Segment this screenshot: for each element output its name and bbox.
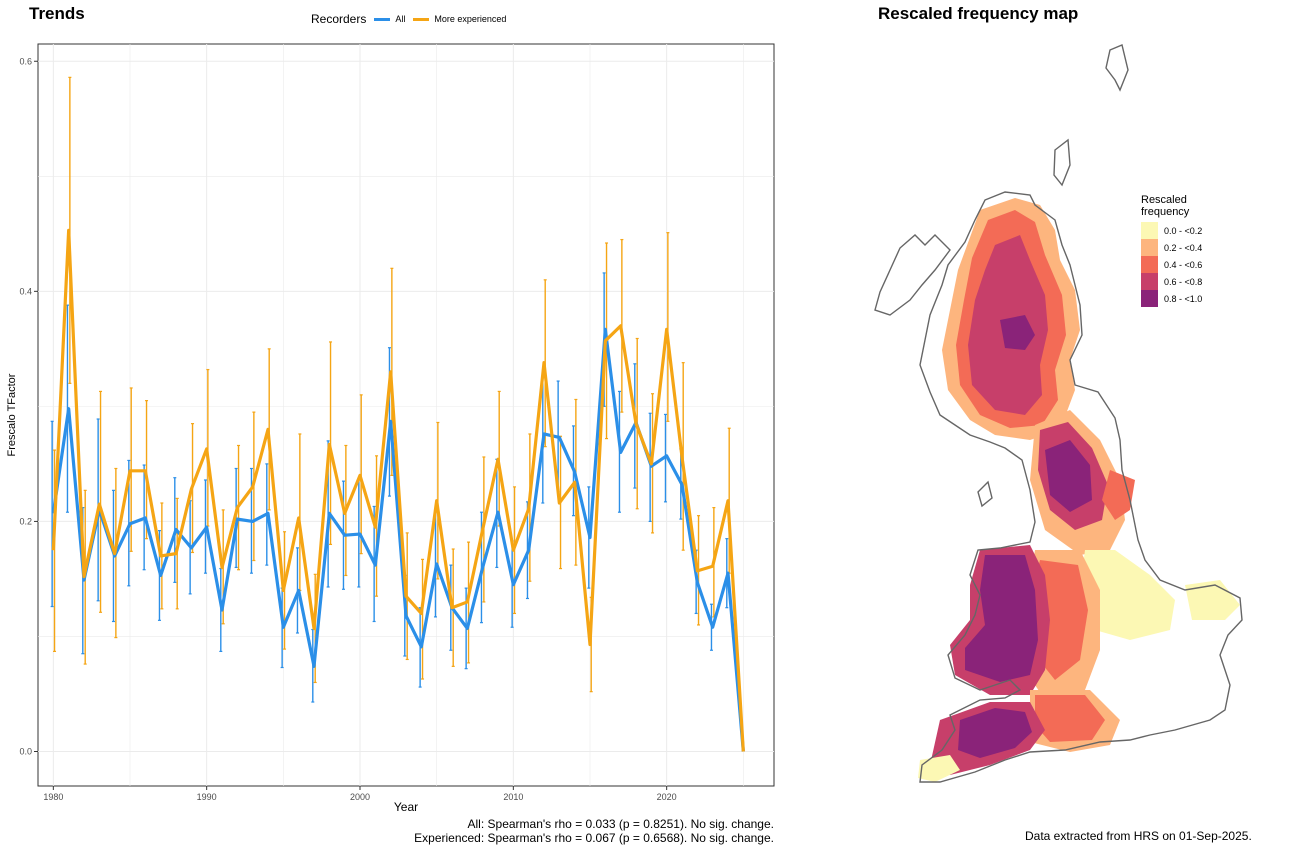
- map-legend-title: Rescaled frequency: [1141, 194, 1202, 218]
- map-legend-label: 0.2 - <0.4: [1164, 242, 1203, 253]
- trend-chart: 1980 1990 2000 2010 2020 0.0 0.2 0.4 0.6 Year Fr…: [6, 43, 775, 814]
- y-axis-title: Frescalo TFactor: [6, 373, 18, 456]
- map-legend-item: 0.8 - <1.0: [1141, 290, 1202, 307]
- series-lines: [51, 228, 745, 752]
- legend-item-experienced: More experienced: [413, 14, 506, 24]
- map-legend-rows: 0.0 - <0.2 0.2 - <0.4 0.4 - <0.6 0.6 - <0.8…: [1141, 222, 1202, 307]
- chart-legend: Recorders All More experienced: [311, 12, 506, 26]
- source-note: Data extracted from HRS on 01-Sep-2025.: [1025, 829, 1252, 843]
- legend-title: Recorders: [311, 12, 367, 26]
- map-region-north-england-core: [1045, 440, 1092, 512]
- stats-line-all: All: Spearman's rho = 0.033 (p = 0.8251)…: [467, 817, 774, 831]
- axis-ticks: 1980 1990 2000 2010 2020 0.0 0.2 0.4 0.6: [19, 56, 676, 802]
- x-tick-label: 1980: [43, 792, 63, 802]
- map-legend-swatch: [1141, 256, 1158, 273]
- series-line: [51, 228, 745, 752]
- map-legend-label: 0.4 - <0.6: [1164, 259, 1203, 270]
- map-legend-item: 0.2 - <0.4: [1141, 239, 1202, 256]
- legend-item-all: All: [374, 14, 405, 24]
- map-legend-item: 0.4 - <0.6: [1141, 256, 1202, 273]
- map-region-southwest-core: [958, 708, 1032, 758]
- map-legend-swatch: [1141, 290, 1158, 307]
- map-legend-label: 0.6 - <0.8: [1164, 276, 1203, 287]
- frequency-map: [874, 44, 1243, 783]
- map-region-norfolk: [1185, 580, 1240, 620]
- x-tick-label: 1990: [197, 792, 217, 802]
- map-legend-item: 0.0 - <0.2: [1141, 222, 1202, 239]
- legend-label-all: All: [395, 14, 406, 24]
- x-axis-title: Year: [394, 800, 418, 814]
- plot-panel: [37, 43, 775, 787]
- map-legend-title-line1: Rescaled: [1141, 194, 1187, 206]
- map-region-south-mid: [1035, 695, 1105, 742]
- x-tick-label: 2010: [503, 792, 523, 802]
- series-line: [51, 327, 745, 752]
- map-title: Rescaled frequency map: [878, 4, 1079, 23]
- map-legend-title-line2: frequency: [1141, 206, 1190, 218]
- x-tick-label: 2020: [657, 792, 677, 802]
- map-legend-swatch: [1141, 222, 1158, 239]
- y-tick-label: 0.6: [19, 56, 32, 66]
- y-tick-label: 0.0: [19, 746, 32, 756]
- trend-statistics: All: Spearman's rho = 0.033 (p = 0.8251)…: [414, 817, 774, 845]
- y-tick-label: 0.4: [19, 286, 32, 296]
- map-legend-label: 0.8 - <1.0: [1164, 293, 1203, 304]
- map-region-east-mid: [1102, 470, 1135, 520]
- legend-swatch-experienced: [413, 17, 430, 21]
- legend-label-experienced: More experienced: [434, 14, 507, 24]
- x-tick-label: 2000: [350, 792, 370, 802]
- map-region-cornwall: [918, 755, 960, 782]
- map-region-wales-core: [965, 555, 1038, 682]
- map-legend: Rescaled frequency 0.0 - <0.2 0.2 - <0.4 0…: [1141, 194, 1202, 307]
- map-region-scotland-core: [1000, 315, 1035, 350]
- legend-swatch-all: [374, 17, 391, 21]
- map-legend-item: 0.6 - <0.8: [1141, 273, 1202, 290]
- map-region-east: [1080, 550, 1175, 640]
- chart-title: Trends: [29, 4, 85, 23]
- map-legend-label: 0.0 - <0.2: [1164, 225, 1203, 236]
- map-fill-layers: [918, 198, 1240, 782]
- map-outline: [874, 44, 1243, 783]
- y-tick-label: 0.2: [19, 516, 32, 526]
- map-legend-swatch: [1141, 239, 1158, 256]
- map-legend-swatch: [1141, 273, 1158, 290]
- stats-line-experienced: Experienced: Spearman's rho = 0.067 (p =…: [414, 831, 774, 845]
